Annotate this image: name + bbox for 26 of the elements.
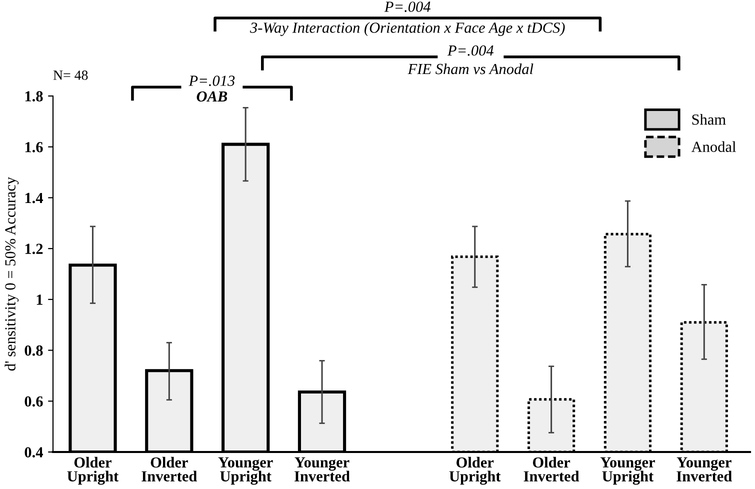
x-tick-label: Older Inverted xyxy=(142,456,197,482)
y-tick-label: 1.6 xyxy=(25,142,43,152)
x-tick-label: Older Upright xyxy=(449,456,501,485)
text: P=.004 xyxy=(384,2,430,12)
y-tick-label: 1.8 xyxy=(25,91,43,102)
y-tick-label: 0.8 xyxy=(24,345,43,356)
x-tick-label: Older Upright xyxy=(67,456,119,485)
annotation: OAB xyxy=(196,91,228,102)
y-axis-title: d' sensitivity 0 = 50% Accuracy xyxy=(4,176,19,371)
text: 3-Way Interaction (Orientation x Face Age x tDCS) xyxy=(250,22,565,36)
legend-label: Sham xyxy=(692,114,726,125)
x-tick-label: Younger Upright xyxy=(600,457,655,485)
text: N= 48 xyxy=(53,70,88,80)
text: FIE Sham vs Anodal xyxy=(408,63,534,74)
y-tick-label: 0.6 xyxy=(24,396,43,407)
text: P=.004 xyxy=(447,45,494,56)
y-tick-label: 1 xyxy=(36,294,42,305)
x-tick-label: Younger Inverted xyxy=(676,457,732,482)
y-tick-label: 1.4 xyxy=(25,192,43,204)
x-tick-label: Younger Inverted xyxy=(294,457,350,482)
legend-label: Anodal xyxy=(691,141,736,152)
y-tick-label: 1.2 xyxy=(25,244,43,254)
text: P=.013 xyxy=(188,76,235,86)
y-tick-label: 0.4 xyxy=(24,447,43,458)
x-tick-label: Younger Upright xyxy=(218,457,273,485)
x-tick-label: Older Inverted xyxy=(524,456,580,482)
